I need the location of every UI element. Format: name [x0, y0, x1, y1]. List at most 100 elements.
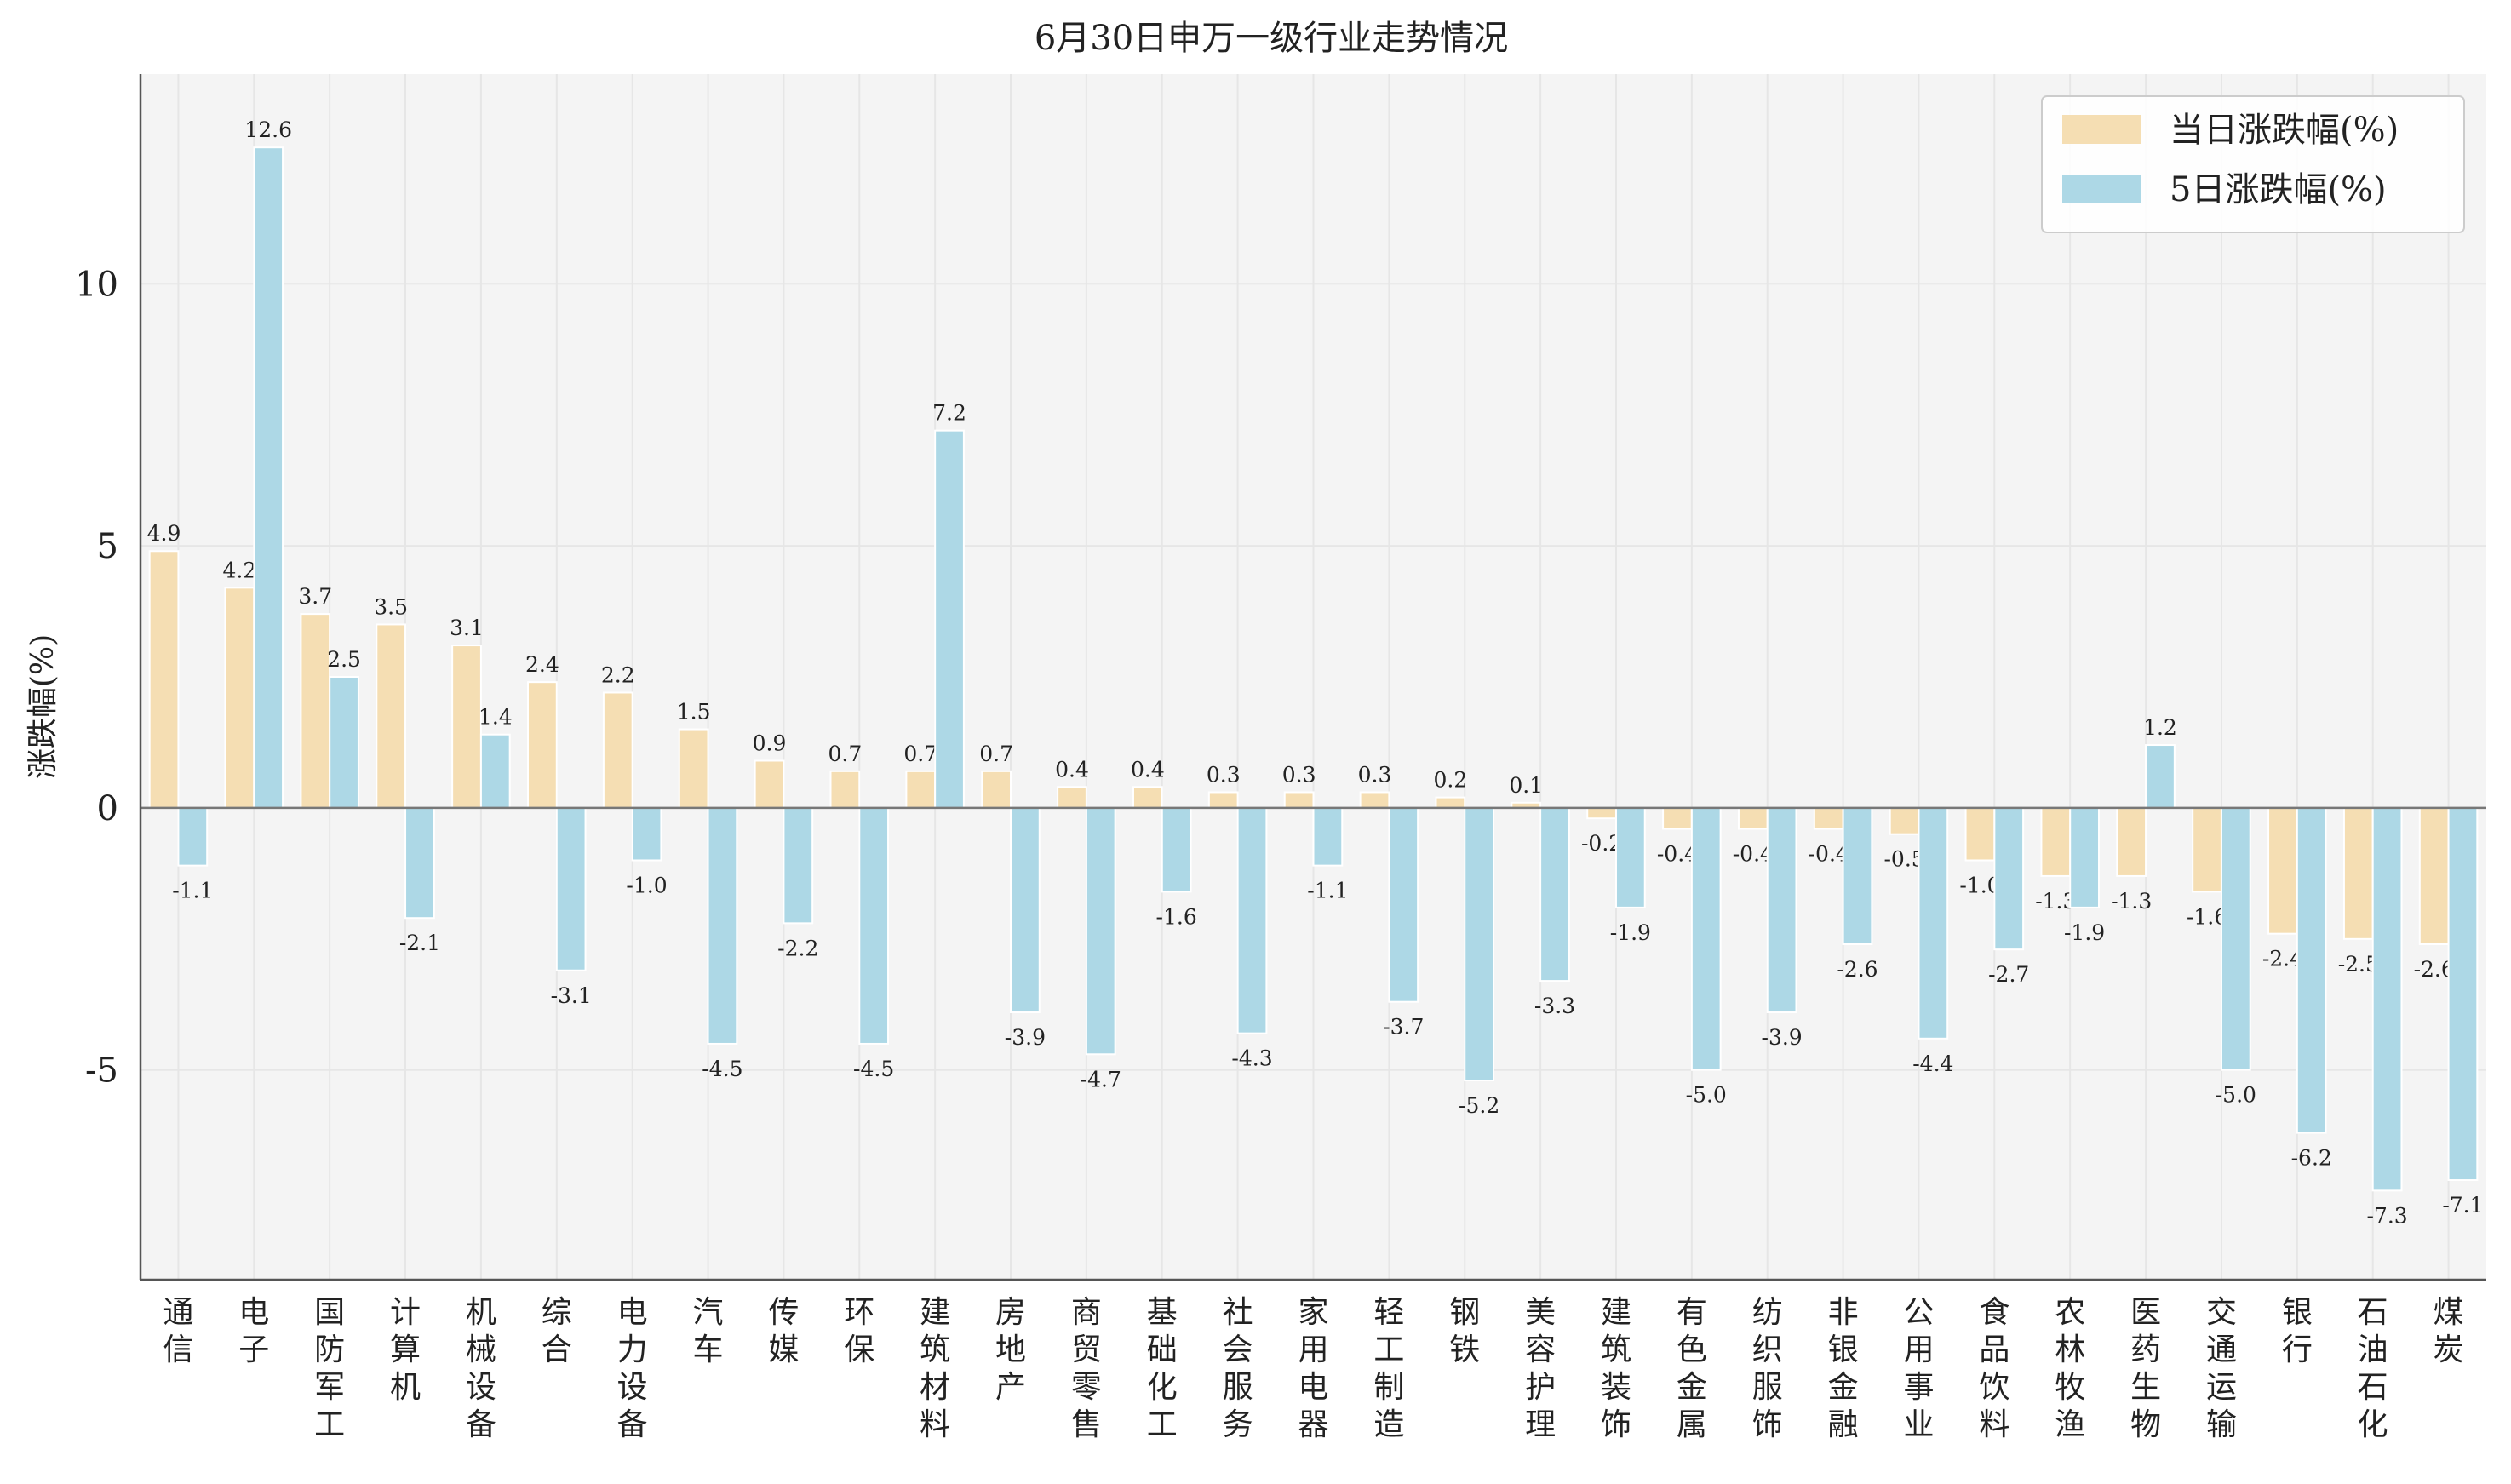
data-label: -3.9	[1005, 1025, 1046, 1050]
x-tick-label: 石油石化	[2358, 1295, 2388, 1442]
bar	[1359, 791, 1390, 809]
data-label: -5.2	[1459, 1093, 1499, 1118]
chart-title: 6月30日申万一级行业走势情况	[1035, 19, 1508, 58]
bar	[2296, 806, 2327, 1134]
legend-label: 5日涨跌幅(%)	[2170, 170, 2387, 209]
data-label: -2.6	[1837, 957, 1878, 982]
x-tick-label: 美容护理	[1525, 1295, 1556, 1442]
data-label: -7.1	[2442, 1193, 2483, 1218]
bar	[1283, 791, 1315, 809]
data-label: -7.3	[2366, 1203, 2407, 1228]
y-tick-label: -5	[85, 1051, 118, 1091]
data-label: -4.3	[1231, 1046, 1272, 1071]
bar	[1312, 806, 1344, 867]
y-tick-label: 10	[75, 265, 118, 304]
x-tick-label: 煤炭	[2434, 1295, 2464, 1367]
x-tick-label: 通信	[163, 1295, 193, 1367]
bar	[404, 806, 435, 920]
data-label: -3.3	[1534, 994, 1575, 1018]
x-tick-label: 电子	[238, 1295, 269, 1367]
bar	[754, 759, 785, 809]
bar	[2040, 806, 2072, 877]
x-tick-label: 有色金属	[1677, 1295, 1707, 1442]
x-tick-label: 银行	[2282, 1295, 2313, 1367]
bar	[1132, 786, 1163, 809]
bar	[1614, 806, 1646, 908]
data-label: 7.2	[932, 401, 966, 426]
data-label: -4.5	[702, 1057, 742, 1081]
data-label: -2.1	[399, 931, 440, 955]
bar	[1539, 806, 1570, 983]
legend: 当日涨跌幅(%) 5日涨跌幅(%)	[2041, 95, 2465, 233]
data-label: -4.5	[853, 1057, 894, 1081]
bar	[934, 429, 965, 809]
legend-label: 当日涨跌幅(%)	[2170, 111, 2399, 150]
x-tick-label: 医药生物	[2130, 1295, 2161, 1442]
bar	[329, 676, 359, 809]
bar	[2447, 806, 2479, 1182]
x-tick-label: 商贸零售	[1071, 1295, 1102, 1442]
data-label: -1.1	[1307, 879, 1348, 903]
data-label: 1.2	[2143, 715, 2177, 740]
bar	[2192, 806, 2222, 893]
data-label: -3.1	[551, 983, 592, 1008]
bar	[1766, 806, 1797, 1014]
data-label: -1.3	[2111, 889, 2152, 914]
bar	[2342, 806, 2374, 940]
data-label: 0.9	[753, 731, 787, 756]
bar	[1161, 806, 1192, 893]
x-tick-label: 环保	[844, 1295, 874, 1367]
bar	[479, 733, 511, 809]
data-label: -6.2	[2291, 1146, 2332, 1171]
x-tick-label: 轻工制造	[1373, 1295, 1404, 1442]
data-label: 0.3	[1358, 762, 1392, 787]
data-label: 3.7	[298, 584, 332, 609]
x-tick-label: 机械设备	[466, 1295, 496, 1442]
bar	[707, 806, 738, 1045]
y-tick-label: 5	[97, 527, 118, 566]
data-label: 0.7	[979, 742, 1013, 766]
x-tick-label: 社会服务	[1223, 1295, 1253, 1442]
x-tick-label: 交通运输	[2206, 1295, 2237, 1442]
x-tick-label: 汽车	[693, 1295, 724, 1367]
bar	[1057, 786, 1087, 809]
data-label: -5.0	[2216, 1083, 2256, 1108]
data-label: -1.1	[172, 879, 213, 903]
bar	[829, 770, 861, 809]
data-label: -1.9	[2064, 920, 2105, 945]
data-label: 4.9	[147, 521, 181, 546]
data-label: 0.4	[1055, 757, 1089, 782]
x-tick-label: 国防军工	[314, 1295, 345, 1442]
x-tick-label: 钢铁	[1449, 1295, 1480, 1367]
bar	[905, 770, 937, 809]
bar	[1085, 806, 1116, 1056]
bar	[376, 623, 407, 809]
data-label: -2.7	[1988, 962, 2029, 987]
data-label: -3.7	[1383, 1015, 1424, 1040]
bar	[1435, 796, 1466, 809]
data-label: 4.2	[223, 558, 257, 582]
legend-swatch	[2062, 115, 2141, 144]
data-label: -1.0	[626, 873, 667, 897]
bar	[783, 806, 814, 925]
data-label: -4.4	[1912, 1051, 1953, 1076]
data-label: -1.9	[1610, 920, 1651, 945]
data-label: 1.5	[677, 700, 711, 725]
legend-frame	[2041, 95, 2465, 233]
bar	[2069, 806, 2100, 908]
data-label: 0.1	[1509, 773, 1543, 798]
x-tick-label: 公用事业	[1903, 1295, 1934, 1442]
x-tick-label: 综合	[542, 1295, 572, 1367]
bar	[527, 681, 558, 809]
bar	[2116, 806, 2147, 877]
bar	[1207, 791, 1239, 809]
x-tick-label: 电力设备	[617, 1295, 648, 1442]
x-tick-label: 基础化工	[1147, 1295, 1178, 1442]
bar	[1842, 806, 1873, 945]
data-label: 0.3	[1282, 762, 1316, 787]
x-tick-label: 农林牧渔	[2055, 1295, 2085, 1442]
bar	[1662, 806, 1693, 830]
x-tick-label: 传媒	[768, 1295, 799, 1367]
data-label: -3.9	[1762, 1025, 1803, 1050]
bar	[2371, 806, 2403, 1192]
